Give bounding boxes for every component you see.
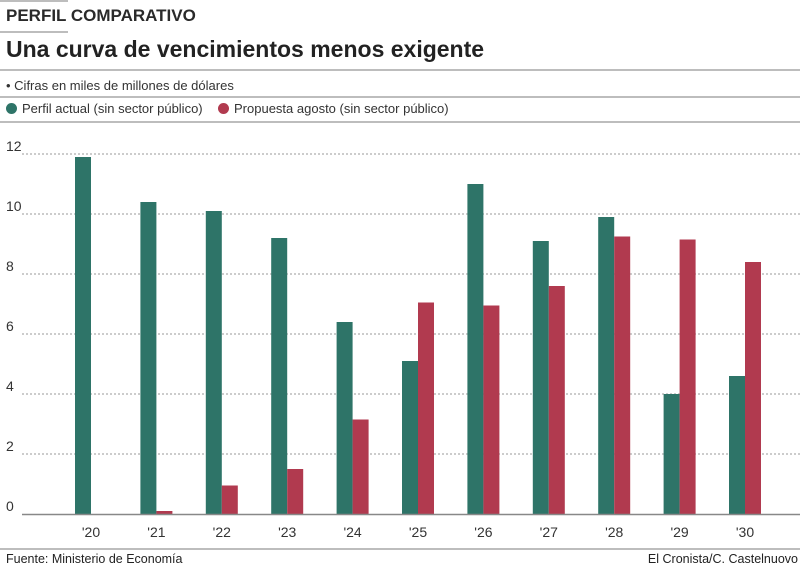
legend-swatch-actual <box>6 103 17 114</box>
legend-item-propuesta: Propuesta agosto (sin sector público) <box>218 101 449 116</box>
bar-actual <box>598 217 615 514</box>
bar-actual <box>467 184 484 514</box>
footer-source: Fuente: Ministerio de Economía <box>6 552 183 566</box>
legend-item-actual: Perfil actual (sin sector público) <box>6 101 203 116</box>
title-rule <box>0 69 800 71</box>
legend-label-propuesta: Propuesta agosto (sin sector público) <box>234 101 449 116</box>
x-tick-label: '22 <box>213 524 231 540</box>
bar-propuesta <box>221 485 238 514</box>
bar-actual <box>402 361 418 514</box>
subtitle-rule <box>0 96 800 98</box>
x-tick-label: '20 <box>82 524 100 540</box>
x-tick-label: '25 <box>409 524 427 540</box>
footer-credit: El Cronista/C. Castelnuovo <box>647 552 798 566</box>
bar-actual <box>75 157 91 514</box>
y-tick-label: 12 <box>6 138 22 154</box>
chart-subtitle: • Cifras en miles de millones de dólares <box>6 78 234 93</box>
x-tick-label: '30 <box>736 524 754 540</box>
legend-rule <box>0 121 800 123</box>
bar-propuesta <box>483 305 500 514</box>
x-tick-label: '27 <box>540 524 558 540</box>
bar-propuesta <box>548 286 565 514</box>
x-tick-label: '28 <box>605 524 623 540</box>
bar-actual <box>729 376 745 514</box>
y-tick-label: 0 <box>6 498 14 514</box>
bar-propuesta <box>614 236 631 514</box>
x-tick-label: '29 <box>670 524 688 540</box>
bar-actual <box>140 202 157 514</box>
legend-swatch-propuesta <box>218 103 229 114</box>
y-tick-label: 8 <box>6 258 14 274</box>
kicker-rule <box>0 31 68 33</box>
bar-propuesta <box>287 469 304 514</box>
y-tick-label: 10 <box>6 198 22 214</box>
bar-propuesta <box>679 239 696 514</box>
bar-propuesta <box>352 419 369 514</box>
top-rule <box>0 0 68 2</box>
kicker: PERFIL COMPARATIVO <box>6 6 196 25</box>
y-tick-label: 6 <box>6 318 14 334</box>
x-tick-label: '24 <box>343 524 361 540</box>
x-tick-label: '23 <box>278 524 296 540</box>
bar-actual <box>271 238 288 514</box>
x-tick-label: '26 <box>474 524 492 540</box>
bar-propuesta <box>418 302 434 514</box>
bar-actual <box>336 322 353 514</box>
bar-propuesta <box>156 511 173 514</box>
x-tick-label: '21 <box>147 524 165 540</box>
y-tick-label: 2 <box>6 438 14 454</box>
bar-actual <box>532 241 549 514</box>
chart-title: Una curva de vencimientos menos exigente <box>6 36 485 62</box>
legend-label-actual: Perfil actual (sin sector público) <box>22 101 203 116</box>
bar-actual <box>205 211 222 514</box>
bar-propuesta <box>745 262 761 514</box>
bar-actual <box>663 394 680 514</box>
y-tick-label: 4 <box>6 378 14 394</box>
footer-rule <box>0 548 800 550</box>
